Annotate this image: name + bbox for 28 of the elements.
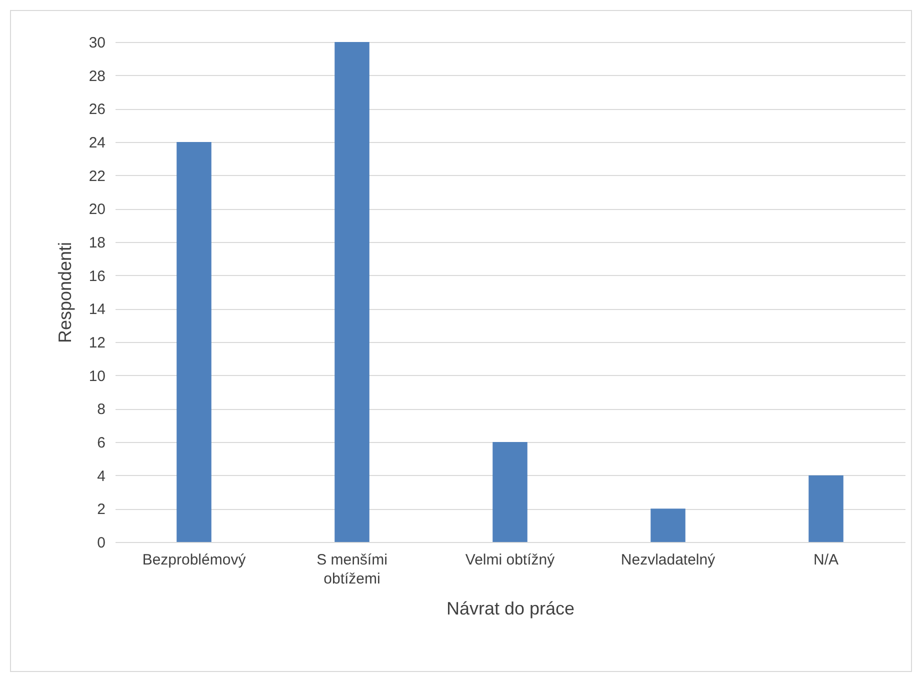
y-tick-label: 0 <box>97 534 106 552</box>
x-tick-label: S menšími obtížemi <box>316 552 388 588</box>
y-tick-label: 14 <box>88 301 106 318</box>
y-axis-title: Respondenti <box>54 242 75 344</box>
bar <box>334 42 370 542</box>
x-tick-label: Nezvladatelný <box>620 552 716 568</box>
x-axis-title: Návrat do práce <box>446 598 575 618</box>
y-tick-label: 20 <box>88 201 106 218</box>
y-tick-label: 4 <box>97 468 106 485</box>
x-tick-label: N/A <box>813 552 839 568</box>
bar <box>808 475 844 542</box>
y-tick-label: 22 <box>88 168 106 185</box>
y-tick-label: 12 <box>88 334 106 352</box>
x-tick-label: Bezproblémový <box>142 552 246 568</box>
y-tick-label: 16 <box>88 268 106 285</box>
y-tick-label: 6 <box>97 434 106 452</box>
x-tick-label: Velmi obtížný <box>465 552 556 568</box>
y-tick-label: 30 <box>88 34 106 52</box>
bar <box>492 442 528 542</box>
y-tick-label: 2 <box>97 501 106 518</box>
y-tick-label: 28 <box>88 68 106 85</box>
bar <box>650 508 686 542</box>
y-tick-label: 10 <box>88 368 106 385</box>
y-tick-label: 24 <box>88 134 106 152</box>
bar <box>176 142 212 542</box>
y-tick-label: 8 <box>97 401 106 418</box>
y-tick-label: 18 <box>88 234 106 252</box>
y-tick-label: 26 <box>88 101 106 118</box>
